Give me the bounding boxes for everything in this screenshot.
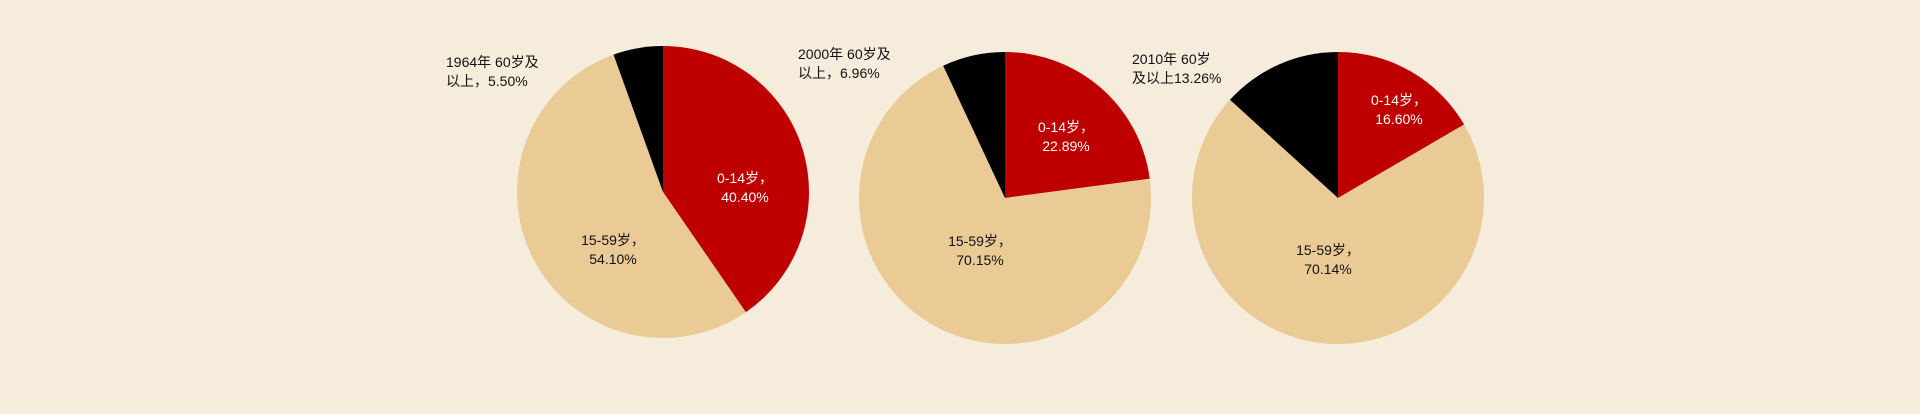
slice-label-line: 2000年 60岁及: [798, 46, 891, 62]
pie-slice-age-60-plus: [613, 46, 663, 192]
slice-label-line: 15-59岁，: [1296, 242, 1360, 258]
slice-label-age-0-14: 0-14岁， 22.89%: [1038, 118, 1094, 156]
pie-slice-age-15-59: [1191, 99, 1484, 345]
slice-label-line: 以上，5.50%: [446, 73, 528, 89]
slice-label-line: 0-14岁，: [1037, 119, 1095, 135]
pie-slice-age-60-plus: [943, 52, 1005, 198]
slice-label-line: 40.40%: [721, 189, 769, 205]
slice-label-line: 0-14岁，: [716, 170, 774, 186]
slice-label-age-0-14: 0-14岁， 16.60%: [1371, 91, 1427, 129]
slice-label-age-0-14: 0-14岁， 40.40%: [717, 169, 773, 207]
pie-slice-age-0-14: [1338, 52, 1465, 198]
slice-label-age-60-plus: 1964年 60岁及 以上，5.50%: [446, 53, 539, 91]
pie-slice-age-0-14: [663, 46, 810, 313]
slice-label-line: 70.15%: [956, 252, 1004, 268]
pie-slice-age-60-plus: [1229, 52, 1338, 198]
slice-label-line: 70.14%: [1304, 261, 1352, 277]
slice-label-age-60-plus: 2010年 60岁 及以上13.26%: [1132, 50, 1221, 88]
pie-slice-age-15-59: [859, 65, 1152, 345]
pie-slice-age-15-59: [517, 54, 746, 338]
slice-label-age-15-59: 15-59岁， 70.14%: [1296, 241, 1360, 279]
slice-label-line: 54.10%: [589, 251, 637, 267]
slice-label-line: 以上，6.96%: [798, 65, 880, 81]
slice-label-line: 及以上13.26%: [1132, 70, 1222, 86]
slice-label-line: 15-59岁，: [581, 232, 645, 248]
slice-label-age-15-59: 15-59岁， 54.10%: [581, 231, 645, 269]
slice-label-line: 2010年 60岁: [1132, 51, 1211, 67]
slice-label-line: 15-59岁，: [948, 233, 1012, 249]
slice-label-line: 0-14岁，: [1370, 92, 1428, 108]
pie-slice-age-0-14: [1005, 52, 1150, 198]
slice-label-line: 22.89%: [1042, 138, 1090, 154]
slice-label-age-15-59: 15-59岁， 70.15%: [948, 232, 1012, 270]
slice-label-age-60-plus: 2000年 60岁及 以上，6.96%: [798, 45, 891, 83]
slice-label-line: 16.60%: [1375, 111, 1423, 127]
slice-label-line: 1964年 60岁及: [446, 54, 539, 70]
